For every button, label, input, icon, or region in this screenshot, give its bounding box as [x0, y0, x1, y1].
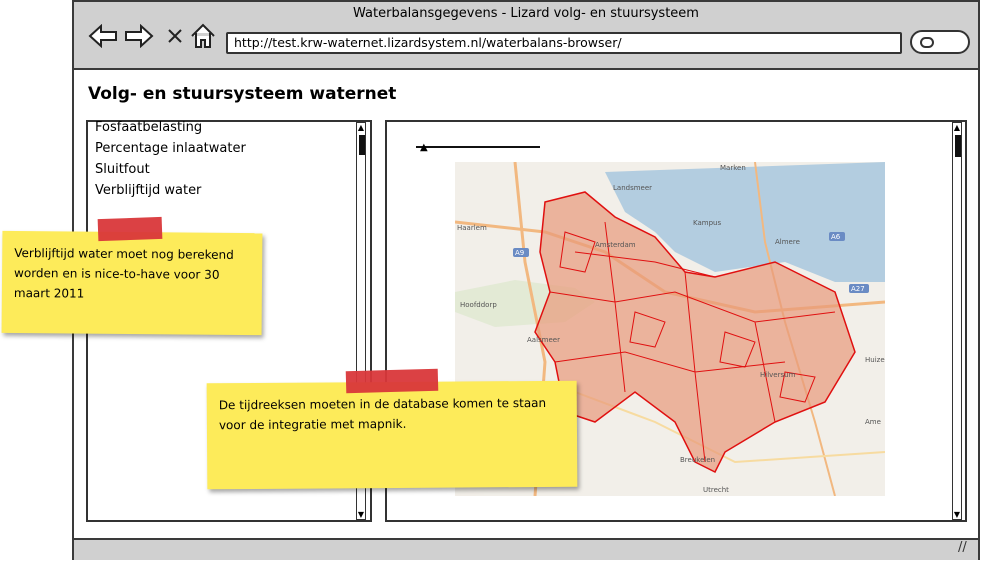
scroll-thumb[interactable]	[955, 135, 961, 157]
map-scrollbar[interactable]: ▲ ▼	[952, 122, 962, 520]
scroll-down-icon[interactable]: ▼	[953, 510, 961, 519]
tape	[345, 368, 439, 394]
svg-text:A27: A27	[851, 285, 865, 293]
svg-text:Utrecht: Utrecht	[703, 486, 729, 494]
svg-text:Marken: Marken	[720, 164, 746, 172]
list-item[interactable]: Fosfaatbelasting	[95, 120, 203, 135]
sticky-note: De tijdreeksen moeten in de database kom…	[206, 380, 578, 490]
home-icon	[191, 23, 215, 48]
url-bar[interactable]: http://test.krw-waternet.lizardsystem.nl…	[226, 32, 902, 54]
map[interactable]: Amsterdam Haarlem Hoofddorp Almere Hilve…	[455, 162, 885, 496]
scroll-down-icon[interactable]: ▼	[357, 510, 365, 519]
svg-text:Amsterdam: Amsterdam	[595, 241, 636, 249]
tape	[97, 216, 163, 242]
svg-text:Hoofddorp: Hoofddorp	[460, 301, 497, 309]
svg-text:Kampus: Kampus	[693, 219, 721, 227]
sticky-note: Verblijftijd water moet nog berekend wor…	[1, 230, 263, 336]
list-item[interactable]: Verblijftijd water	[95, 183, 202, 198]
zoom-handle-icon[interactable]: ▲	[420, 142, 428, 153]
stop-button[interactable]	[166, 24, 184, 54]
page-title: Volg- en stuursysteem waternet	[88, 84, 397, 104]
svg-text:Hilversum: Hilversum	[760, 371, 796, 379]
home-button[interactable]	[190, 22, 216, 54]
forward-button[interactable]	[124, 23, 154, 52]
forward-arrow-icon	[125, 23, 154, 49]
svg-text:A9: A9	[515, 249, 524, 257]
status-bar	[74, 538, 978, 560]
svg-text:Haarlem: Haarlem	[457, 224, 487, 232]
svg-text:Landsmeer: Landsmeer	[613, 184, 652, 192]
list-item[interactable]: Percentage inlaatwater	[95, 141, 246, 156]
scroll-thumb[interactable]	[359, 135, 365, 155]
svg-text:Ame: Ame	[865, 418, 881, 426]
stop-icon	[168, 29, 182, 43]
svg-text:Aalsmeer: Aalsmeer	[527, 336, 560, 344]
svg-text:Breukelen: Breukelen	[680, 456, 715, 464]
svg-text:Almere: Almere	[775, 238, 800, 246]
svg-text:Huizen: Huizen	[865, 356, 885, 364]
zoom-slider[interactable]	[416, 146, 540, 148]
list-item[interactable]: Sluitfout	[95, 162, 150, 177]
back-arrow-icon	[88, 23, 117, 49]
list-scrollbar[interactable]: ▲ ▼	[356, 122, 366, 520]
scroll-up-icon[interactable]: ▲	[953, 123, 961, 132]
back-button[interactable]	[88, 23, 118, 52]
scroll-up-icon[interactable]: ▲	[357, 123, 365, 132]
resize-grip-icon[interactable]: //	[958, 540, 967, 555]
window-title: Waterbalansgegevens - Lizard volg- en st…	[353, 6, 699, 21]
search-icon[interactable]	[910, 30, 970, 54]
svg-text:A6: A6	[831, 233, 841, 241]
